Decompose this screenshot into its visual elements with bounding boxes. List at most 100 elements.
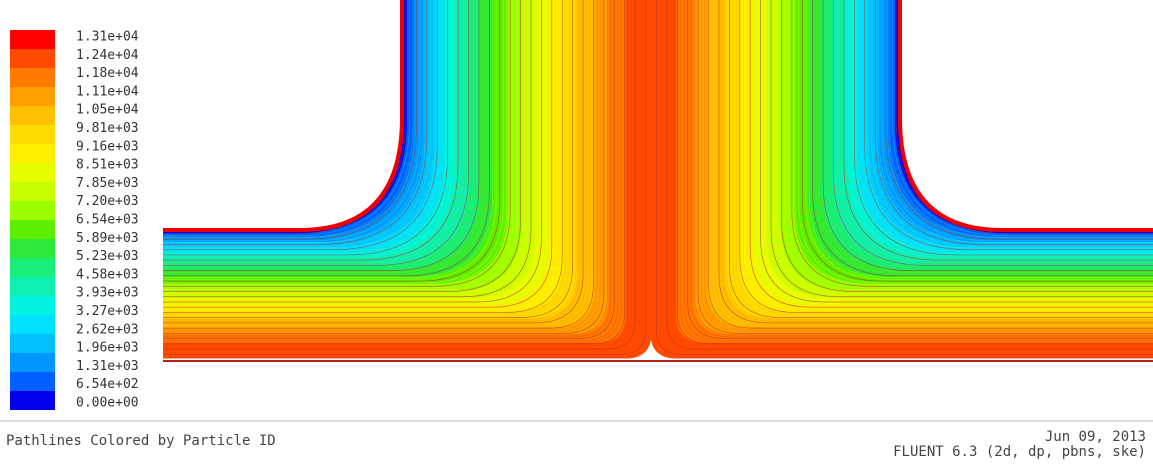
pathline <box>163 0 421 242</box>
pathline <box>867 0 1153 249</box>
pathline <box>676 0 1153 345</box>
pathline <box>753 0 1153 306</box>
pathline <box>163 0 553 308</box>
color-swatch <box>10 182 55 201</box>
colorbar-label: 1.31e+04 <box>76 30 139 45</box>
colorbar-label: 2.62e+03 <box>76 322 139 337</box>
pathline <box>833 0 1153 266</box>
color-swatch <box>10 68 55 87</box>
pathline <box>670 0 1153 348</box>
pathline <box>770 0 1153 298</box>
pathline <box>163 0 428 245</box>
pathline <box>788 0 1153 289</box>
color-swatch <box>10 315 55 334</box>
pathline <box>163 0 546 305</box>
pathline <box>163 0 483 273</box>
pathline <box>864 0 1153 251</box>
wall <box>163 0 404 232</box>
pathline <box>163 0 622 343</box>
version: FLUENT 6.3 (2d, dp, pbns, ske) <box>893 444 1146 460</box>
flow-field <box>163 0 1153 359</box>
pathline <box>885 0 1153 240</box>
plot-title: Pathlines Colored by Particle ID <box>6 433 276 449</box>
pathline <box>853 0 1153 256</box>
pathline <box>666 0 1153 350</box>
pathline <box>163 0 494 278</box>
pathline <box>163 0 563 313</box>
colorbar-label: 0.00e+00 <box>76 396 139 411</box>
pathline <box>163 0 417 240</box>
pathline <box>777 0 1153 294</box>
pathline <box>847 0 1153 259</box>
pathline <box>163 0 410 237</box>
pathline <box>163 0 449 256</box>
colorbar-label: 9.16e+03 <box>76 139 139 154</box>
colorbar-label: 3.93e+03 <box>76 286 139 301</box>
pathline <box>163 0 455 259</box>
pathline <box>829 0 1153 268</box>
colorbar-label: 1.96e+03 <box>76 341 139 356</box>
color-swatch <box>10 372 55 391</box>
pathline <box>857 0 1153 254</box>
pathline <box>881 0 1153 242</box>
pathline <box>163 0 438 251</box>
pathline <box>163 0 542 303</box>
pathline <box>687 0 1153 339</box>
pathline <box>735 0 1153 315</box>
pathline <box>690 0 1153 338</box>
pathline <box>656 0 1153 355</box>
pathline <box>163 0 591 327</box>
pathline <box>163 0 608 336</box>
pathline <box>742 0 1153 312</box>
pathline <box>826 0 1153 270</box>
colorbar-label: 5.23e+03 <box>76 249 139 264</box>
pathline <box>739 0 1153 313</box>
pathline <box>163 0 497 280</box>
color-swatch <box>10 277 55 296</box>
pathline <box>694 0 1153 336</box>
color-swatch <box>10 220 55 239</box>
pathline <box>805 0 1153 280</box>
pathline <box>163 0 632 348</box>
pathline <box>812 0 1153 277</box>
pathline <box>163 0 442 252</box>
pathline <box>163 0 643 353</box>
pathline <box>711 0 1153 327</box>
pathline <box>704 0 1153 331</box>
color-swatch <box>10 201 55 220</box>
pathline <box>163 0 431 247</box>
pathline <box>163 0 549 306</box>
color-swatch <box>10 239 55 258</box>
pathline <box>836 0 1153 264</box>
pathline <box>819 0 1153 273</box>
pathline <box>163 0 466 264</box>
pathline <box>725 0 1153 320</box>
pathline <box>663 0 1153 352</box>
pathline <box>163 0 476 270</box>
colorbar-label: 1.11e+04 <box>76 84 139 99</box>
color-swatch <box>10 49 55 68</box>
pathline <box>163 0 501 282</box>
pathline <box>163 0 511 287</box>
pathline <box>163 0 577 320</box>
pathline <box>163 0 518 291</box>
pathline <box>895 0 1153 235</box>
color-swatch <box>10 163 55 182</box>
color-swatch <box>10 391 55 410</box>
pathline <box>163 0 646 355</box>
pathline <box>767 0 1153 299</box>
colorbar-label: 1.05e+04 <box>76 103 139 118</box>
pathline <box>886 0 1153 240</box>
pathline <box>652 0 1153 357</box>
pathline <box>163 0 445 254</box>
pathline <box>163 0 615 339</box>
pathline <box>163 0 539 301</box>
pathline <box>163 0 601 332</box>
pathline <box>163 0 626 345</box>
colorbar-label: 1.18e+04 <box>76 66 139 81</box>
pathline <box>840 0 1153 263</box>
pathline <box>163 0 580 322</box>
colorbar-label: 9.81e+03 <box>76 121 139 136</box>
pathline <box>163 0 452 258</box>
pathline <box>163 0 435 249</box>
